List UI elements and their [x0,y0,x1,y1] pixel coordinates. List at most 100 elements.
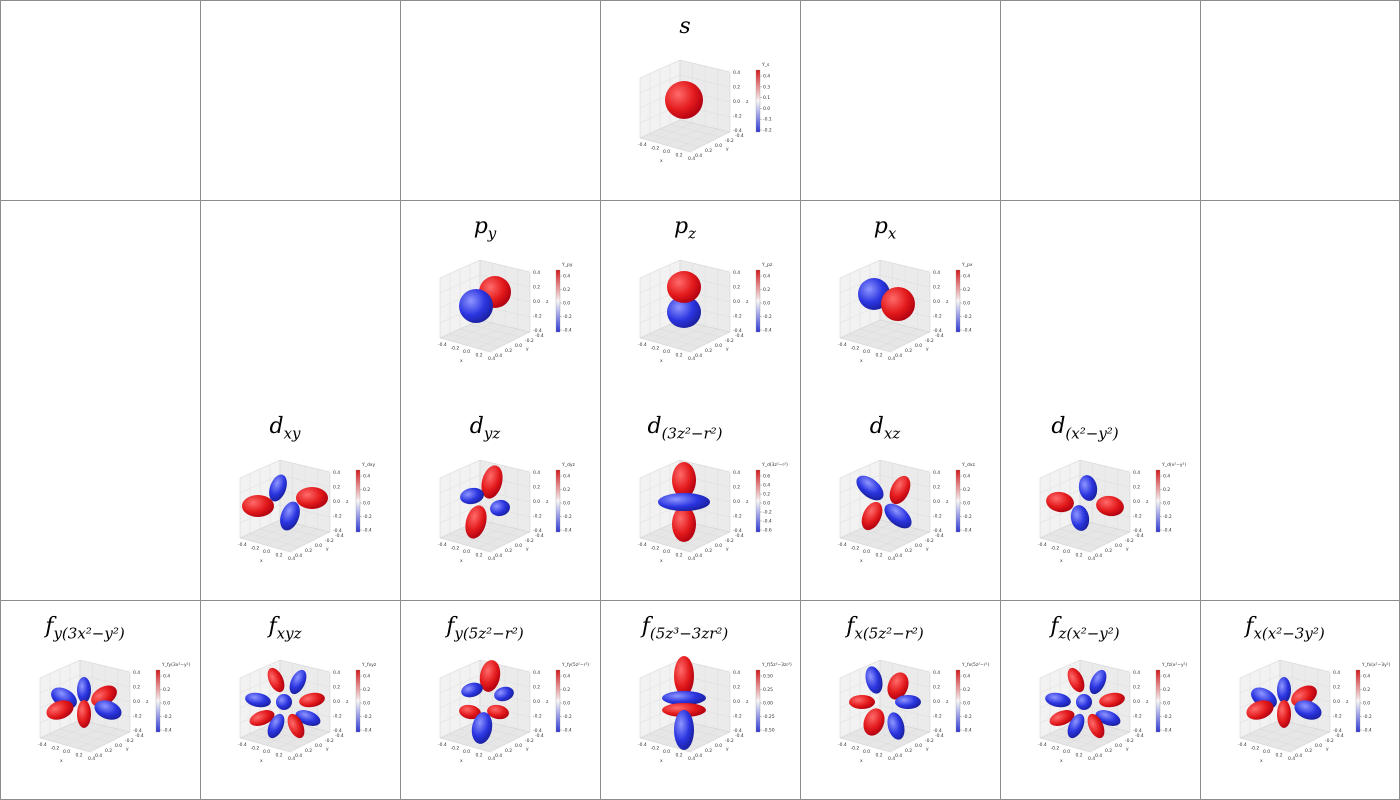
x-tick-label: 0.2 [876,353,883,359]
z-tick-label: -0.4 [733,128,742,134]
x-tick-label: 0.2 [476,553,483,559]
grid-vline [1000,0,1001,800]
colorbar-tick-label: -0.2 [963,514,972,520]
y-axis-label: y [926,347,929,352]
orbital-title-subscript: y(5z²−r²) [454,624,524,643]
colorbar [555,269,562,333]
orbital-plot: -0.4-0.20.00.20.40.40.20.0-0.2-0.40.40.2… [638,259,773,364]
z-tick-label: 0.2 [1133,685,1140,691]
colorbar-tick-label: -0.50 [763,728,775,734]
negative-lobe [1070,505,1090,531]
z-tick-label: 0.0 [1333,699,1340,705]
colorbar-tick-label: -0.25 [763,714,775,720]
orbital-title-subscript: xz [883,424,901,443]
colorbar-tick-label: 0.2 [763,492,770,498]
x-tick-label: 0.0 [663,349,670,355]
y-tick-label: 0.2 [305,548,312,554]
z-tick-label: -0.4 [533,728,542,734]
x-tick-label: 0.2 [676,353,683,359]
y-tick-label: -0.2 [125,738,134,744]
y-tick-label: 0.0 [1115,743,1122,749]
colorbar-tick-label: 0.4 [963,674,970,680]
x-tick-label: 0.0 [663,749,670,755]
z-tick-label: 0.0 [933,699,940,705]
x-tick-label: -0.4 [38,742,47,748]
x-tick-label: -0.4 [438,342,447,348]
orbital-panel-py: py -0.4 -0.2 0.0 0.2 0.4 0.4 0.2 0.0 -0.2 -0.4 0.4 0… [400,200,600,400]
grid-hline [0,600,1400,601]
colorbar-tick-label: -0.2 [563,514,572,520]
colorbar-tick-label: 0.2 [1163,687,1170,693]
z-tick-label: 0.2 [733,285,740,291]
x-axis-label: x [660,359,663,364]
z-tick-label: 0.4 [933,670,940,676]
y-tick-label: 0.2 [905,748,912,754]
grid-vline [800,0,801,800]
x-tick-label: 0.4 [688,356,695,362]
colorbar-tick-label: -0.4 [1163,728,1172,734]
negative-lobe [94,700,122,720]
colorbar-tick-label: -0.4 [1163,528,1172,534]
colorbar-label: Y_dxy [361,462,376,468]
x-tick-label: -0.2 [651,546,660,552]
x-axis-label: x [460,359,463,364]
y-tick-label: -0.4 [1135,533,1144,539]
negative-lobe [1277,677,1291,703]
orbital-title-subscript: xy [283,424,301,443]
x-tick-label: -0.2 [651,146,660,152]
x-tick-label: 0.2 [1276,753,1283,759]
colorbar-label: Y_px [961,262,973,268]
z-tick-label: -0.2 [733,714,742,720]
z-tick-label: -0.2 [933,514,942,520]
positive-lobe [287,713,305,739]
positive-lobe [667,271,701,303]
z-tick-label: 0.4 [333,670,340,676]
positive-lobe [296,487,328,509]
z-tick-label: -0.2 [133,714,142,720]
colorbar-tick-label: -0.2 [763,128,772,134]
negative-lobe [77,677,91,703]
orbital-plot: -0.4-0.20.00.20.40.40.20.0-0.2-0.40.40.2… [238,459,376,564]
z-axis-label: z [346,700,349,705]
positive-lobe [665,81,703,119]
colorbar-tick-label: 0.2 [563,287,570,293]
negative-lobe [1067,713,1085,739]
y-tick-label: 0.4 [895,353,902,359]
x-tick-label: 0.4 [688,156,695,162]
y-axis-label: y [326,747,329,752]
orbital-title-base: d [647,414,662,439]
orbital-title-base: d [269,414,284,439]
orbital-panel-f3: fy(5z²−r²) -0.4 -0.2 0.0 0.2 0.4 0.4 0.2 0.0 -0.2… [400,600,600,800]
z-tick-label: 0.2 [533,685,540,691]
z-tick-label: 0.0 [333,499,340,505]
z-tick-label: -0.2 [533,514,542,520]
positive-lobe [481,465,503,499]
colorbar [755,69,762,133]
negative-lobe [289,669,307,695]
colorbar-label: Y_fz(x²−y²) [1161,662,1187,668]
y-tick-label: 0.2 [305,748,312,754]
z-tick-label: -0.4 [1133,728,1142,734]
x-tick-label: -0.2 [51,746,60,752]
colorbar-tick-label: 0.0 [363,501,370,507]
colorbar-label: Y_dxz [961,462,976,468]
z-tick-label: 0.0 [733,499,740,505]
colorbar [755,469,762,533]
y-tick-label: -0.2 [525,338,534,344]
x-tick-label: 0.4 [488,556,495,562]
x-tick-label: -0.2 [251,746,260,752]
z-tick-label: 0.2 [533,285,540,291]
colorbar-tick-label: 0.4 [363,474,370,480]
grid-hline [0,200,1400,201]
axes-box [839,459,931,553]
x-tick-label: -0.2 [1051,546,1060,552]
y-axis-label: y [1326,747,1329,752]
y-tick-label: -0.4 [1135,733,1144,739]
x-axis-label: x [660,559,663,564]
y-tick-label: -0.2 [725,538,734,544]
orbital-panel-pz: pz -0.4 -0.2 0.0 0.2 0.4 0.4 0.2 0.0 -0.2 -0.4 0.4 0… [600,200,800,400]
colorbar-tick-label: -0.4 [563,328,572,334]
z-tick-label: 0.4 [933,270,940,276]
orbital-title: s [610,14,760,39]
colorbar-tick-label: 0.4 [763,483,770,489]
